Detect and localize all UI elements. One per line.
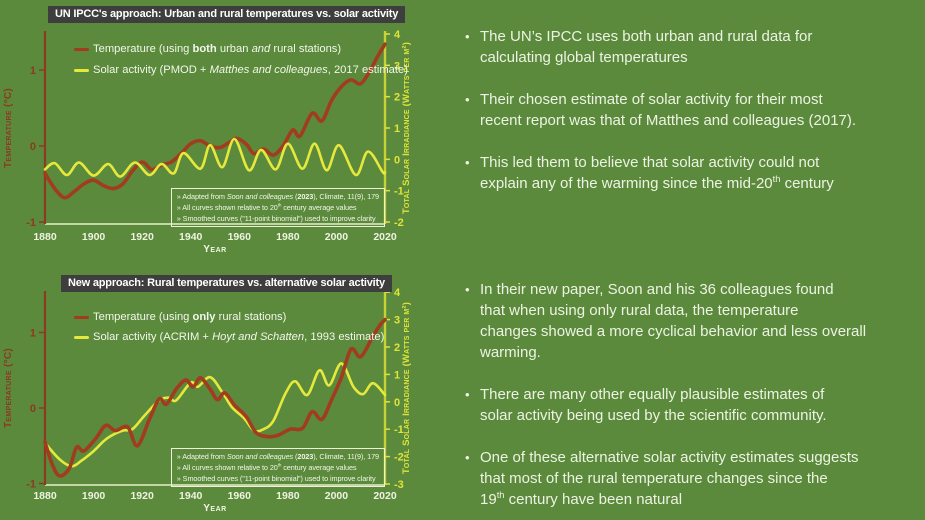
annotation-line: » Adapted from Soon and colleagues (2023… (176, 192, 379, 201)
legend-label: Solar activity (ACRIM + Hoyt and Schatte… (93, 331, 385, 343)
chart1-temperature-curve (43, 42, 387, 200)
svg-text:1960: 1960 (228, 490, 252, 502)
bullet-text: There are many other equally plausible e… (480, 386, 827, 424)
bullet-icon: • (465, 92, 470, 107)
chart2-temperature-curve (43, 317, 387, 478)
svg-text:-1: -1 (394, 186, 404, 198)
svg-text:0: 0 (30, 141, 36, 153)
svg-text:1880: 1880 (33, 490, 57, 502)
bullet-text: One of these alternative solar activity … (480, 449, 859, 508)
commentary-block-bottom: • In their new paper, Soon and his 36 co… (458, 279, 920, 520)
legend-label: Temperature (using both urban and rural … (93, 43, 342, 55)
bullet-text: This led them to believe that solar acti… (480, 154, 834, 192)
svg-text:1900: 1900 (82, 490, 106, 502)
bullet-item: • Their chosen estimate of solar activit… (458, 89, 920, 131)
chart1-legend-temperature: Temperature (using both urban and rural … (74, 43, 341, 55)
svg-text:1: 1 (30, 328, 36, 340)
svg-text:Total Solar Irradiance (Watts: Total Solar Irradiance (Watts per m²) (401, 42, 412, 214)
svg-text:1940: 1940 (179, 231, 203, 243)
svg-text:4: 4 (394, 287, 401, 299)
svg-text:1: 1 (394, 369, 400, 381)
svg-text:2000: 2000 (325, 490, 349, 502)
svg-text:0: 0 (30, 403, 36, 415)
svg-text:3: 3 (394, 315, 400, 327)
annotation-line: » All curves shown relative to 20th cent… (176, 462, 357, 472)
annotation-line: » Smoothed curves ("11-point binomial") … (176, 214, 376, 223)
svg-text:0: 0 (394, 397, 400, 409)
svg-text:2: 2 (394, 342, 400, 354)
solar-line-swatch (74, 335, 89, 339)
bullet-text: In their new paper, Soon and his 36 coll… (480, 281, 867, 361)
bullet-item: • This led them to believe that solar ac… (458, 152, 920, 194)
svg-text:1920: 1920 (130, 490, 154, 502)
bullet-item: • There are many other equally plausible… (458, 384, 920, 426)
svg-text:1: 1 (30, 65, 36, 77)
chart2-solar-curve (43, 362, 387, 468)
svg-text:2: 2 (394, 92, 400, 104)
svg-text:1980: 1980 (276, 231, 300, 243)
svg-text:0: 0 (394, 154, 400, 166)
annotation-line: » Adapted from Soon and colleagues (2023… (176, 452, 379, 461)
svg-text:1900: 1900 (82, 231, 106, 243)
svg-text:1920: 1920 (130, 231, 154, 243)
svg-text:Year: Year (203, 244, 226, 255)
temperature-line-swatch (74, 315, 89, 319)
svg-text:Temperature (°C): Temperature (°C) (3, 348, 14, 428)
bullet-text: Their chosen estimate of solar activity … (480, 91, 857, 129)
commentary-block-top: • The UN’s IPCC uses both urban and rura… (458, 26, 920, 215)
temperature-line-swatch (74, 47, 89, 51)
svg-text:Total Solar Irradiance (Watts: Total Solar Irradiance (Watts per m²) (401, 302, 412, 474)
bullet-icon: • (465, 282, 470, 297)
svg-text:1: 1 (394, 123, 400, 135)
bullet-item: • One of these alternative solar activit… (458, 447, 920, 510)
chart2-legend-temperature: Temperature (using only rural stations) (74, 311, 286, 323)
svg-text:1880: 1880 (33, 231, 57, 243)
legend-label: Solar activity (PMOD + Matthes and colle… (93, 64, 408, 76)
svg-text:-1: -1 (26, 217, 36, 229)
legend-label: Temperature (using only rural stations) (93, 311, 287, 323)
svg-text:4: 4 (394, 29, 401, 41)
chart1-title: UN IPCC's approach: Urban and rural temp… (48, 6, 406, 23)
chart2-source-annotation: » Adapted from Soon and colleagues (2023… (170, 448, 385, 487)
svg-text:Temperature (°C): Temperature (°C) (3, 88, 14, 168)
svg-text:1980: 1980 (276, 490, 300, 502)
bullet-icon: • (465, 155, 470, 170)
bullet-icon: • (465, 450, 470, 465)
svg-text:-2: -2 (394, 452, 404, 464)
chart2-legend-solar: Solar activity (ACRIM + Hoyt and Schatte… (74, 331, 384, 343)
bullet-item: • In their new paper, Soon and his 36 co… (458, 279, 920, 363)
svg-text:-1: -1 (26, 479, 36, 491)
annotation-line: » All curves shown relative to 20th cent… (176, 202, 357, 212)
bullet-icon: • (465, 387, 470, 402)
svg-text:-1: -1 (394, 424, 404, 436)
svg-text:1960: 1960 (228, 231, 252, 243)
svg-text:3: 3 (394, 60, 400, 72)
bullet-item: • The UN’s IPCC uses both urban and rura… (458, 26, 920, 68)
svg-text:2000: 2000 (325, 231, 349, 243)
svg-text:1940: 1940 (179, 490, 203, 502)
svg-text:-3: -3 (394, 479, 404, 491)
bullet-text: The UN’s IPCC uses both urban and rural … (480, 28, 813, 66)
svg-text:2020: 2020 (373, 490, 397, 502)
bullet-icon: • (465, 29, 470, 44)
svg-text:2020: 2020 (373, 231, 397, 243)
svg-text:-2: -2 (394, 217, 404, 229)
chart2-title: New approach: Rural temperatures vs. alt… (61, 275, 392, 292)
annotation-line: » Smoothed curves ("11-point binomial") … (176, 474, 376, 483)
chart1-source-annotation: » Adapted from Soon and colleagues (2023… (170, 188, 385, 227)
solar-line-swatch (74, 68, 89, 72)
chart1-legend-solar: Solar activity (PMOD + Matthes and colle… (74, 64, 408, 76)
chart1-solar-curve (43, 137, 387, 178)
svg-text:Year: Year (203, 503, 226, 514)
